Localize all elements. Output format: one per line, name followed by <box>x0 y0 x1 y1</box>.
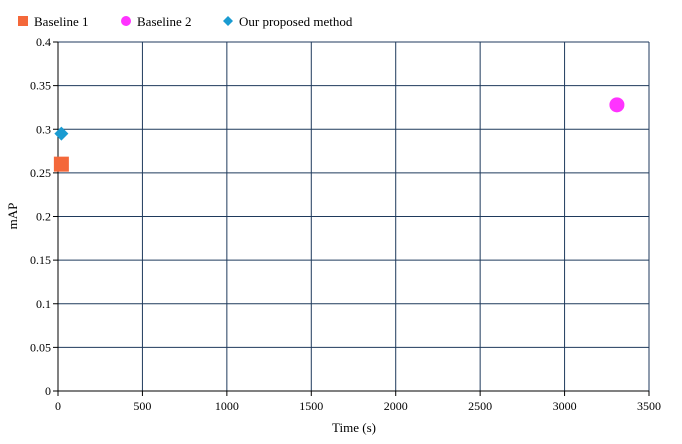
x-axis-title: Time (s) <box>332 420 376 435</box>
legend-marker-square <box>18 16 28 26</box>
y-tick-label: 0.35 <box>30 79 51 93</box>
legend-marker-circle <box>121 16 131 26</box>
y-tick-label: 0.1 <box>36 297 51 311</box>
legend-marker-diamond <box>223 16 233 26</box>
data-points <box>53 97 625 172</box>
y-tick-label: 0.2 <box>36 210 51 224</box>
legend-label: Baseline 1 <box>34 14 89 29</box>
x-tick-label: 3000 <box>553 399 577 413</box>
x-tick-labels: 0 500 1000 1500 2000 2500 3000 3500 <box>55 399 661 413</box>
y-tick-label: 0.15 <box>30 253 51 267</box>
x-tick-label: 1500 <box>299 399 323 413</box>
data-point-baseline-2 <box>609 97 625 113</box>
y-axis-title: mAP <box>5 203 20 230</box>
y-tick-label: 0.3 <box>36 122 51 136</box>
data-point-our-proposed-method <box>54 126 69 141</box>
y-tick-label: 0.4 <box>36 35 51 49</box>
x-tick-label: 1000 <box>215 399 239 413</box>
legend-label: Baseline 2 <box>137 14 192 29</box>
x-tick-label: 2500 <box>468 399 492 413</box>
y-tick-label: 0.25 <box>30 166 51 180</box>
x-tick-label: 500 <box>133 399 151 413</box>
x-tick-label: 3500 <box>637 399 661 413</box>
grid <box>58 41 650 391</box>
legend: Baseline 1 Baseline 2 Our proposed method <box>18 14 353 29</box>
y-tick-label: 0 <box>45 384 51 398</box>
y-tick-labels: 0 0.05 0.1 0.15 0.2 0.25 0.3 0.35 0.4 <box>30 35 51 398</box>
axes <box>53 41 650 396</box>
x-tick-label: 0 <box>55 399 61 413</box>
x-tick-label: 2000 <box>384 399 408 413</box>
y-tick-label: 0.05 <box>30 340 51 354</box>
data-point-baseline-1 <box>53 156 69 172</box>
legend-label: Our proposed method <box>239 14 353 29</box>
